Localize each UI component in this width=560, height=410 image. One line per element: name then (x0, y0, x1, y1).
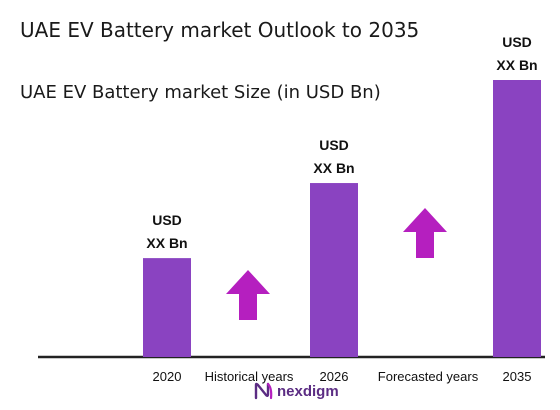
bar-label-value-2035: XX Bn (496, 57, 537, 73)
chart-subtitle: UAE EV Battery market Size (in USD Bn) (20, 82, 381, 103)
period-label-forecasted: Forecasted years (378, 369, 479, 384)
growth-arrow-forecasted-icon (403, 208, 447, 258)
growth-arrow-historical-icon (226, 270, 270, 320)
bar-2035 (493, 80, 541, 357)
x-tick-label-2035: 2035 (503, 369, 532, 384)
x-tick-label-2026: 2026 (320, 369, 349, 384)
bar-label-currency-2020: USD (152, 212, 182, 228)
x-tick-label-2020: 2020 (153, 369, 182, 384)
brand-logo: nexdigm (254, 382, 339, 400)
bar-label-value-2026: XX Bn (313, 160, 354, 176)
brand-name: nexdigm (277, 382, 339, 400)
period-label-historical: Historical years (205, 369, 294, 384)
bar-2020 (143, 258, 191, 357)
page-title: UAE EV Battery market Outlook to 2035 (20, 18, 420, 42)
bar-label-value-2020: XX Bn (146, 235, 187, 251)
nexdigm-logo-icon (254, 382, 273, 400)
bar-label-currency-2026: USD (319, 137, 349, 153)
bar-label-currency-2035: USD (502, 34, 532, 50)
bar-2026 (310, 183, 358, 357)
